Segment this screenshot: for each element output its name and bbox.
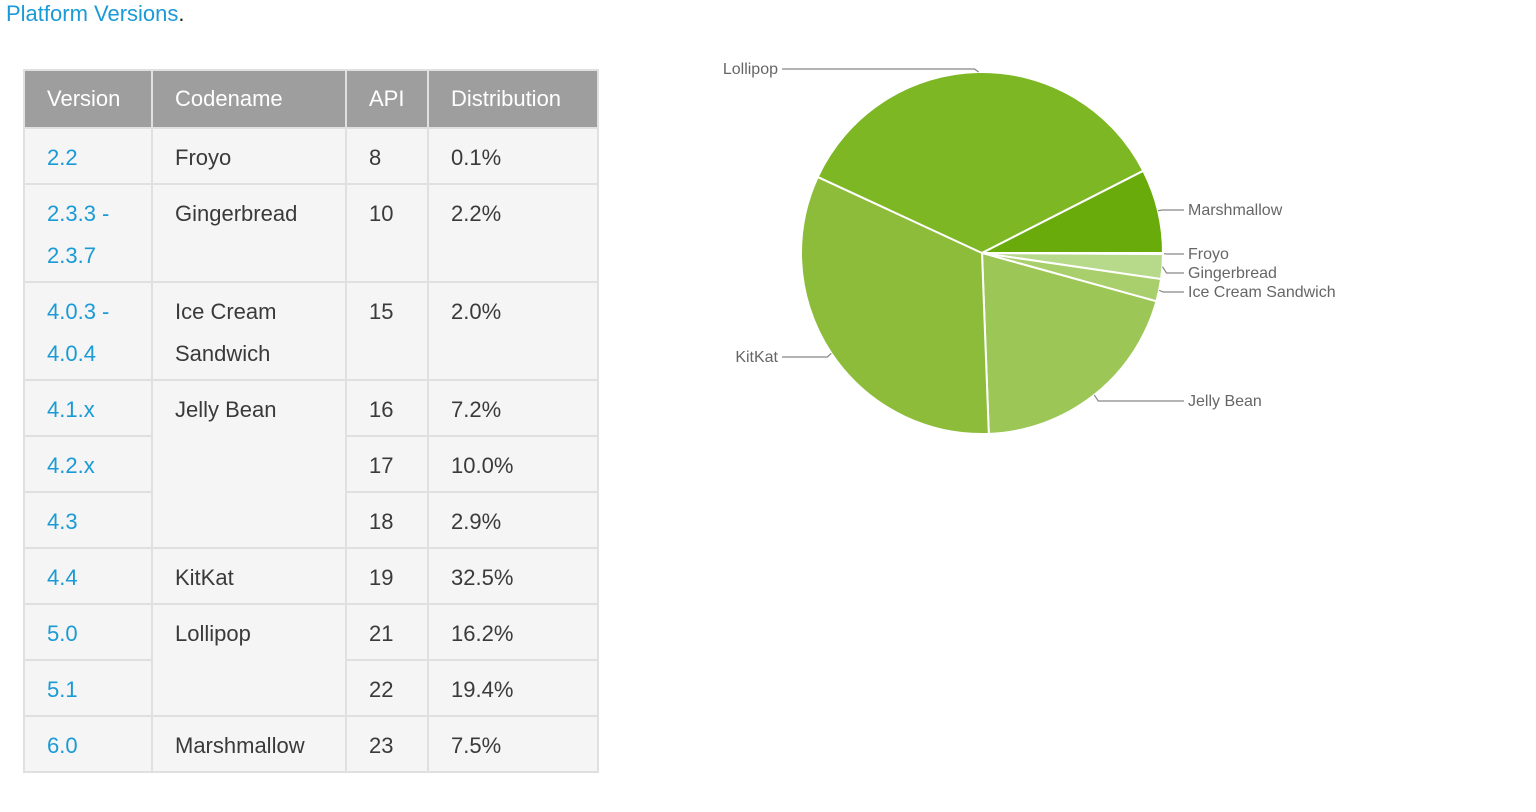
table-row: 4.3 18 2.9% — [23, 491, 599, 549]
version-link[interactable]: 4.2.x — [23, 435, 153, 493]
table-row: 2.3.3 - 2.3.7 Gingerbread 10 2.2% — [23, 183, 599, 283]
version-link[interactable]: 5.0 — [23, 603, 153, 661]
distribution: 19.4% — [427, 659, 599, 717]
api: 23 — [345, 715, 429, 773]
distribution: 2.2% — [427, 183, 599, 283]
version-link[interactable]: 2.2 — [23, 127, 153, 185]
version-link[interactable]: 4.0.3 - 4.0.4 — [23, 281, 153, 381]
table-row: 4.2.x 17 10.0% — [23, 435, 599, 493]
header-codename: Codename — [151, 69, 347, 129]
api: 8 — [345, 127, 429, 185]
codename: Marshmallow — [151, 715, 347, 773]
leader-line — [1157, 209, 1184, 212]
version-link[interactable]: 4.1.x — [23, 379, 153, 437]
distribution: 7.2% — [427, 379, 599, 437]
pie-slice-lollipop — [816, 71, 1145, 255]
api: 17 — [345, 435, 429, 493]
leader-line — [782, 68, 979, 73]
table-row: 5.1 22 19.4% — [23, 659, 599, 717]
distribution: 0.1% — [427, 127, 599, 185]
leader-line — [1158, 289, 1184, 293]
slice-label: Lollipop — [723, 61, 778, 78]
codename: KitKat — [151, 547, 347, 605]
pie-slice-jelly-bean — [980, 251, 1158, 435]
pie-slice-marshmallow — [981, 169, 1165, 254]
distribution-table: Version Codename API Distribution 2.2 Fr… — [23, 69, 599, 773]
table-header: Version Codename API Distribution — [23, 69, 599, 129]
distribution: 10.0% — [427, 435, 599, 493]
slice-label: Ice Cream Sandwich — [1188, 284, 1336, 301]
api: 21 — [345, 603, 429, 661]
api: 19 — [345, 547, 429, 605]
heading-suffix: . — [178, 1, 185, 26]
api: 15 — [345, 281, 429, 381]
header-distribution: Distribution — [427, 69, 599, 129]
slice-label: Gingerbread — [1188, 265, 1277, 282]
codename: Jelly Bean — [151, 379, 347, 549]
leader-line — [1093, 394, 1184, 402]
table-row: 5.0 Lollipop 21 16.2% — [23, 603, 599, 717]
version-link[interactable]: 5.1 — [23, 659, 153, 717]
version-link[interactable]: 6.0 — [23, 715, 153, 773]
leader-line — [782, 352, 832, 358]
codename: Gingerbread — [151, 183, 347, 283]
platform-versions-link[interactable]: Platform Versions — [6, 1, 179, 26]
codename: Froyo — [151, 127, 347, 185]
slice-label: Marshmallow — [1188, 202, 1283, 219]
header-api: API — [345, 69, 429, 129]
table-row: 6.0 Marshmallow 23 7.5% — [23, 715, 599, 773]
api: 18 — [345, 491, 429, 549]
api: 22 — [345, 659, 429, 717]
distribution: 32.5% — [427, 547, 599, 605]
distribution: 7.5% — [427, 715, 599, 773]
leader-line — [1161, 266, 1184, 274]
api: 16 — [345, 379, 429, 437]
header-version: Version — [23, 69, 153, 129]
slice-label: Froyo — [1188, 246, 1229, 263]
version-link[interactable]: 4.4 — [23, 547, 153, 605]
slice-label: Jelly Bean — [1188, 393, 1262, 410]
page-heading: Platform Versions. — [6, 1, 185, 27]
version-link[interactable]: 2.3.3 - 2.3.7 — [23, 183, 153, 283]
codename: Ice Cream Sandwich — [151, 281, 347, 381]
table-row: 2.2 Froyo 8 0.1% — [23, 127, 599, 185]
table-row: 4.0.3 - 4.0.4 Ice Cream Sandwich 15 2.0% — [23, 281, 599, 381]
version-link[interactable]: 4.3 — [23, 491, 153, 549]
distribution: 2.9% — [427, 491, 599, 549]
distribution: 2.0% — [427, 281, 599, 381]
table-row: 4.1.x Jelly Bean 16 7.2% — [23, 379, 599, 549]
table-row: 4.4 KitKat 19 32.5% — [23, 547, 599, 605]
api: 10 — [345, 183, 429, 283]
distribution: 16.2% — [427, 603, 599, 661]
codename: Lollipop — [151, 603, 347, 717]
pie-slice-kitkat — [800, 175, 990, 435]
slice-label: KitKat — [735, 349, 778, 366]
